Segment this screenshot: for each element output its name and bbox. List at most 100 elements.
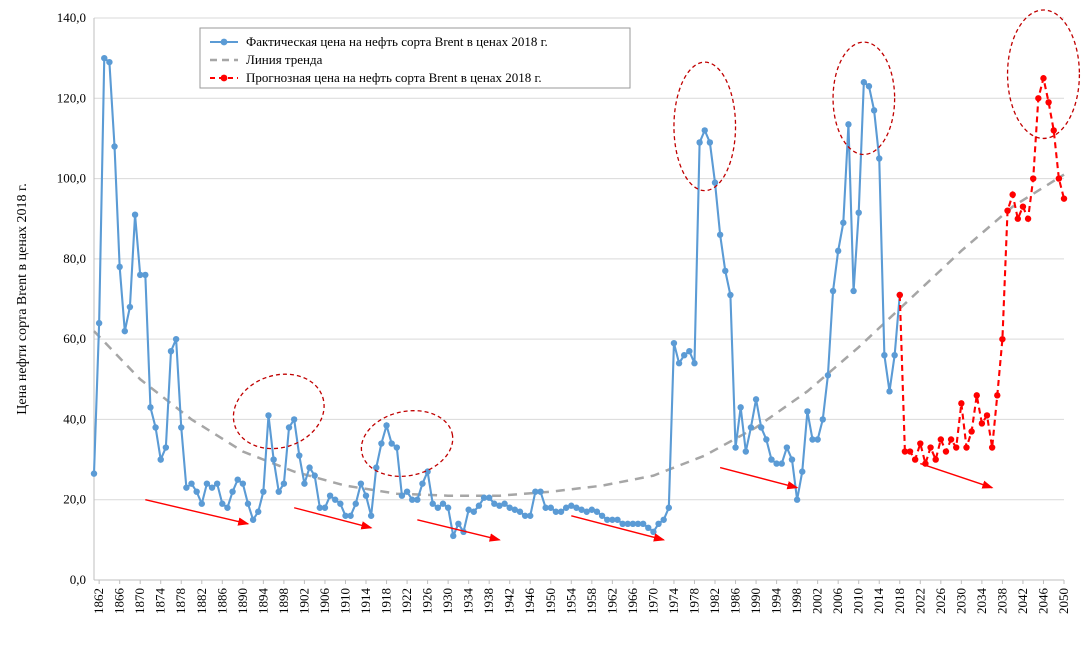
actual-marker — [840, 220, 846, 226]
actual-marker — [306, 464, 312, 470]
y-tick-label: 0,0 — [70, 572, 86, 587]
y-tick-label: 100,0 — [57, 171, 86, 186]
x-tick-label: 1938 — [481, 588, 496, 614]
forecast-marker — [943, 448, 949, 454]
forecast-marker — [1061, 195, 1067, 201]
actual-marker — [183, 484, 189, 490]
forecast-marker — [974, 392, 980, 398]
forecast-marker — [897, 292, 903, 298]
forecast-marker — [938, 436, 944, 442]
actual-marker — [91, 470, 97, 476]
actual-marker — [830, 288, 836, 294]
x-tick-label: 1934 — [461, 588, 476, 615]
actual-marker — [419, 480, 425, 486]
actual-marker — [404, 488, 410, 494]
actual-marker — [383, 422, 389, 428]
x-tick-label: 1974 — [666, 588, 681, 615]
actual-marker — [696, 139, 702, 145]
x-tick-label: 1994 — [769, 588, 784, 615]
actual-marker — [850, 288, 856, 294]
actual-marker — [671, 340, 677, 346]
actual-marker — [737, 404, 743, 410]
x-tick-label: 1958 — [584, 588, 599, 614]
x-tick-label: 1902 — [296, 588, 311, 614]
actual-marker — [825, 372, 831, 378]
x-tick-label: 1966 — [625, 588, 640, 615]
actual-marker — [558, 509, 564, 515]
forecast-marker — [1040, 75, 1046, 81]
actual-marker — [394, 444, 400, 450]
actual-marker — [881, 352, 887, 358]
actual-marker — [594, 509, 600, 515]
legend-label: Прогнозная цена на нефть сорта Brent в ц… — [246, 70, 542, 85]
actual-marker — [768, 456, 774, 462]
forecast-marker — [994, 392, 1000, 398]
y-tick-label: 120,0 — [57, 90, 86, 105]
actual-marker — [450, 533, 456, 539]
actual-marker — [301, 480, 307, 486]
actual-marker — [265, 412, 271, 418]
actual-marker — [122, 328, 128, 334]
forecast-marker — [968, 428, 974, 434]
x-tick-label: 1998 — [789, 588, 804, 614]
actual-marker — [614, 517, 620, 523]
x-tick-label: 2042 — [1015, 588, 1030, 614]
actual-marker — [599, 513, 605, 519]
actual-marker — [799, 468, 805, 474]
actual-marker — [229, 488, 235, 494]
actual-marker — [373, 464, 379, 470]
actual-marker — [255, 509, 261, 515]
y-tick-label: 40,0 — [63, 411, 86, 426]
actual-marker — [804, 408, 810, 414]
actual-marker — [327, 493, 333, 499]
forecast-marker — [1056, 175, 1062, 181]
actual-marker — [337, 501, 343, 507]
x-tick-label: 2010 — [851, 588, 866, 614]
actual-marker — [660, 517, 666, 523]
actual-marker — [363, 493, 369, 499]
actual-marker — [168, 348, 174, 354]
x-tick-label: 1886 — [214, 588, 229, 615]
x-tick-label: 1882 — [194, 588, 209, 614]
actual-marker — [163, 444, 169, 450]
actual-marker — [707, 139, 713, 145]
x-tick-label: 2046 — [1035, 588, 1050, 615]
x-tick-label: 1986 — [728, 588, 743, 615]
x-tick-label: 1990 — [748, 588, 763, 614]
actual-marker — [666, 505, 672, 511]
actual-marker — [188, 480, 194, 486]
actual-marker — [501, 501, 507, 507]
actual-marker — [748, 424, 754, 430]
actual-marker — [820, 416, 826, 422]
forecast-marker — [979, 420, 985, 426]
actual-marker — [204, 480, 210, 486]
forecast-marker — [1025, 216, 1031, 222]
actual-marker — [548, 505, 554, 511]
x-tick-label: 1906 — [317, 588, 332, 615]
actual-marker — [388, 440, 394, 446]
x-tick-label: 2014 — [871, 588, 886, 615]
x-tick-label: 2002 — [810, 588, 825, 614]
actual-marker — [276, 488, 282, 494]
x-tick-label: 1874 — [153, 588, 168, 615]
forecast-marker — [948, 436, 954, 442]
forecast-marker — [932, 456, 938, 462]
actual-marker — [645, 525, 651, 531]
actual-marker — [353, 501, 359, 507]
actual-marker — [779, 460, 785, 466]
actual-marker — [435, 505, 441, 511]
actual-marker — [219, 501, 225, 507]
actual-marker — [784, 444, 790, 450]
actual-marker — [814, 436, 820, 442]
legend-label: Фактическая цена на нефть сорта Brent в … — [246, 34, 548, 49]
actual-marker — [722, 268, 728, 274]
actual-marker — [681, 352, 687, 358]
forecast-marker — [989, 444, 995, 450]
x-tick-label: 1922 — [399, 588, 414, 614]
actual-marker — [891, 352, 897, 358]
actual-marker — [291, 416, 297, 422]
x-tick-label: 1898 — [276, 588, 291, 614]
x-tick-label: 2022 — [912, 588, 927, 614]
actual-marker — [152, 424, 158, 430]
actual-marker — [717, 232, 723, 238]
